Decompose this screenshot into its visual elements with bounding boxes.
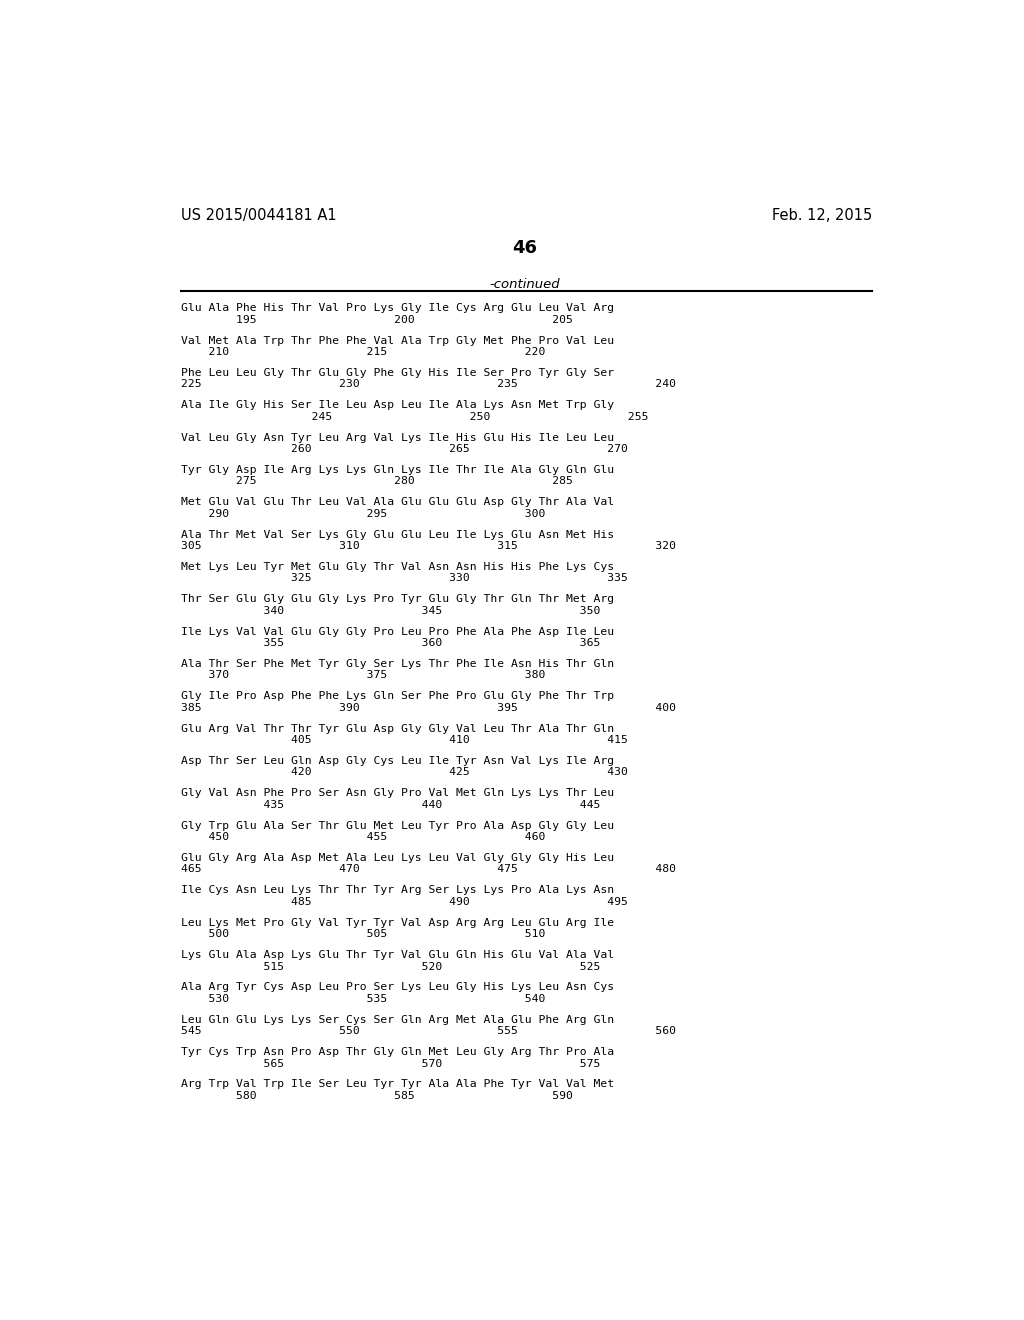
Text: 530                    535                    540: 530 535 540 — [180, 994, 545, 1003]
Text: Gly Val Asn Phe Pro Ser Asn Gly Pro Val Met Gln Lys Lys Thr Leu: Gly Val Asn Phe Pro Ser Asn Gly Pro Val … — [180, 788, 613, 799]
Text: Gly Ile Pro Asp Phe Phe Lys Gln Ser Phe Pro Glu Gly Phe Thr Trp: Gly Ile Pro Asp Phe Phe Lys Gln Ser Phe … — [180, 692, 613, 701]
Text: 370                    375                    380: 370 375 380 — [180, 671, 545, 680]
Text: 500                    505                    510: 500 505 510 — [180, 929, 545, 939]
Text: Ala Arg Tyr Cys Asp Leu Pro Ser Lys Leu Gly His Lys Leu Asn Cys: Ala Arg Tyr Cys Asp Leu Pro Ser Lys Leu … — [180, 982, 613, 993]
Text: 260                    265                    270: 260 265 270 — [180, 444, 628, 454]
Text: US 2015/0044181 A1: US 2015/0044181 A1 — [180, 209, 336, 223]
Text: -continued: -continued — [489, 277, 560, 290]
Text: Asp Thr Ser Leu Gln Asp Gly Cys Leu Ile Tyr Asn Val Lys Ile Arg: Asp Thr Ser Leu Gln Asp Gly Cys Leu Ile … — [180, 756, 613, 766]
Text: 420                    425                    430: 420 425 430 — [180, 767, 628, 777]
Text: Feb. 12, 2015: Feb. 12, 2015 — [772, 209, 872, 223]
Text: 245                    250                    255: 245 250 255 — [180, 412, 648, 421]
Text: 340                    345                    350: 340 345 350 — [180, 606, 600, 615]
Text: 465                    470                    475                    480: 465 470 475 480 — [180, 865, 676, 874]
Text: Leu Lys Met Pro Gly Val Tyr Tyr Val Asp Arg Arg Leu Glu Arg Ile: Leu Lys Met Pro Gly Val Tyr Tyr Val Asp … — [180, 917, 613, 928]
Text: 580                    585                    590: 580 585 590 — [180, 1090, 572, 1101]
Text: Met Glu Val Glu Thr Leu Val Ala Glu Glu Glu Asp Gly Thr Ala Val: Met Glu Val Glu Thr Leu Val Ala Glu Glu … — [180, 498, 613, 507]
Text: 515                    520                    525: 515 520 525 — [180, 961, 600, 972]
Text: 435                    440                    445: 435 440 445 — [180, 800, 600, 809]
Text: Gly Trp Glu Ala Ser Thr Glu Met Leu Tyr Pro Ala Asp Gly Gly Leu: Gly Trp Glu Ala Ser Thr Glu Met Leu Tyr … — [180, 821, 613, 830]
Text: Phe Leu Leu Gly Thr Glu Gly Phe Gly His Ile Ser Pro Tyr Gly Ser: Phe Leu Leu Gly Thr Glu Gly Phe Gly His … — [180, 368, 613, 378]
Text: 195                    200                    205: 195 200 205 — [180, 314, 572, 325]
Text: Glu Arg Val Thr Thr Tyr Glu Asp Gly Gly Val Leu Thr Ala Thr Gln: Glu Arg Val Thr Thr Tyr Glu Asp Gly Gly … — [180, 723, 613, 734]
Text: Leu Gln Glu Lys Lys Ser Cys Ser Gln Arg Met Ala Glu Phe Arg Gln: Leu Gln Glu Lys Lys Ser Cys Ser Gln Arg … — [180, 1015, 613, 1024]
Text: 405                    410                    415: 405 410 415 — [180, 735, 628, 744]
Text: 485                    490                    495: 485 490 495 — [180, 896, 628, 907]
Text: Val Leu Gly Asn Tyr Leu Arg Val Lys Ile His Glu His Ile Leu Leu: Val Leu Gly Asn Tyr Leu Arg Val Lys Ile … — [180, 433, 613, 442]
Text: Ala Thr Ser Phe Met Tyr Gly Ser Lys Thr Phe Ile Asn His Thr Gln: Ala Thr Ser Phe Met Tyr Gly Ser Lys Thr … — [180, 659, 613, 669]
Text: 450                    455                    460: 450 455 460 — [180, 832, 545, 842]
Text: Arg Trp Val Trp Ile Ser Leu Tyr Tyr Ala Ala Phe Tyr Val Val Met: Arg Trp Val Trp Ile Ser Leu Tyr Tyr Ala … — [180, 1080, 613, 1089]
Text: 225                    230                    235                    240: 225 230 235 240 — [180, 379, 676, 389]
Text: 355                    360                    365: 355 360 365 — [180, 638, 600, 648]
Text: 275                    280                    285: 275 280 285 — [180, 477, 572, 486]
Text: Ala Thr Met Val Ser Lys Gly Glu Glu Leu Ile Lys Glu Asn Met His: Ala Thr Met Val Ser Lys Gly Glu Glu Leu … — [180, 529, 613, 540]
Text: 385                    390                    395                    400: 385 390 395 400 — [180, 702, 676, 713]
Text: Tyr Gly Asp Ile Arg Lys Lys Gln Lys Ile Thr Ile Ala Gly Gln Glu: Tyr Gly Asp Ile Arg Lys Lys Gln Lys Ile … — [180, 465, 613, 475]
Text: Lys Glu Ala Asp Lys Glu Thr Tyr Val Glu Gln His Glu Val Ala Val: Lys Glu Ala Asp Lys Glu Thr Tyr Val Glu … — [180, 950, 613, 960]
Text: Glu Ala Phe His Thr Val Pro Lys Gly Ile Cys Arg Glu Leu Val Arg: Glu Ala Phe His Thr Val Pro Lys Gly Ile … — [180, 304, 613, 313]
Text: 290                    295                    300: 290 295 300 — [180, 508, 545, 519]
Text: Val Met Ala Trp Thr Phe Phe Val Ala Trp Gly Met Phe Pro Val Leu: Val Met Ala Trp Thr Phe Phe Val Ala Trp … — [180, 335, 613, 346]
Text: Ile Lys Val Val Glu Gly Gly Pro Leu Pro Phe Ala Phe Asp Ile Leu: Ile Lys Val Val Glu Gly Gly Pro Leu Pro … — [180, 627, 613, 636]
Text: 305                    310                    315                    320: 305 310 315 320 — [180, 541, 676, 550]
Text: 565                    570                    575: 565 570 575 — [180, 1059, 600, 1068]
Text: Ala Ile Gly His Ser Ile Leu Asp Leu Ile Ala Lys Asn Met Trp Gly: Ala Ile Gly His Ser Ile Leu Asp Leu Ile … — [180, 400, 613, 411]
Text: 325                    330                    335: 325 330 335 — [180, 573, 628, 583]
Text: Tyr Cys Trp Asn Pro Asp Thr Gly Gln Met Leu Gly Arg Thr Pro Ala: Tyr Cys Trp Asn Pro Asp Thr Gly Gln Met … — [180, 1047, 613, 1057]
Text: Ile Cys Asn Leu Lys Thr Thr Tyr Arg Ser Lys Lys Pro Ala Lys Asn: Ile Cys Asn Leu Lys Thr Thr Tyr Arg Ser … — [180, 886, 613, 895]
Text: 545                    550                    555                    560: 545 550 555 560 — [180, 1026, 676, 1036]
Text: 210                    215                    220: 210 215 220 — [180, 347, 545, 356]
Text: Thr Ser Glu Gly Glu Gly Lys Pro Tyr Glu Gly Thr Gln Thr Met Arg: Thr Ser Glu Gly Glu Gly Lys Pro Tyr Glu … — [180, 594, 613, 605]
Text: Glu Gly Arg Ala Asp Met Ala Leu Lys Leu Val Gly Gly Gly His Leu: Glu Gly Arg Ala Asp Met Ala Leu Lys Leu … — [180, 853, 613, 863]
Text: Met Lys Leu Tyr Met Glu Gly Thr Val Asn Asn His His Phe Lys Cys: Met Lys Leu Tyr Met Glu Gly Thr Val Asn … — [180, 562, 613, 572]
Text: 46: 46 — [512, 239, 538, 257]
